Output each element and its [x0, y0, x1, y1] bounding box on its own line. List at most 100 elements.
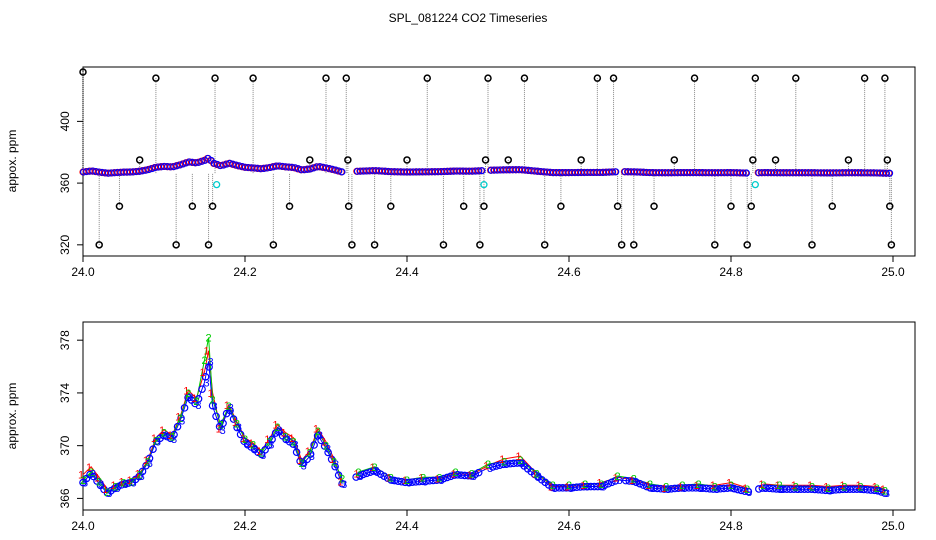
- series-2-marker-label: 2: [858, 482, 864, 494]
- series-3-point: [713, 485, 721, 493]
- series-3-marker-label: 3: [698, 483, 704, 495]
- series-3-point: [667, 484, 676, 493]
- series-3-point: [464, 471, 472, 480]
- series-3-point: [720, 484, 728, 493]
- series-3-marker-label: 3: [260, 450, 266, 462]
- series-3-point: [495, 461, 504, 470]
- series-3-marker-label: 3: [284, 434, 290, 446]
- series-3-marker-label: 3: [811, 484, 817, 496]
- series-3-point: [635, 479, 644, 488]
- series-3-point: [783, 485, 791, 493]
- series-3-point: [422, 477, 430, 485]
- series-3-marker-label: 3: [374, 466, 380, 478]
- outlier-point: [269, 241, 278, 249]
- series-2-marker-label: 2: [226, 401, 232, 413]
- series-3-marker-label: 3: [236, 422, 242, 434]
- cyan-marker-point: [212, 180, 221, 189]
- series-3-point: [607, 478, 616, 487]
- bottom-y-axis-label: approx. ppm: [5, 383, 19, 450]
- outlier-point: [690, 74, 699, 82]
- top-panel-axes: 24.0 24.2 24.4 24.6 24.8 25.0 320 360 400: [58, 111, 905, 279]
- series-3-point: [765, 484, 774, 493]
- series-3-point: [499, 460, 508, 469]
- series-3-point: [271, 429, 280, 437]
- series-3-marker-label: 3: [455, 470, 461, 482]
- series-1-marker-label: 1: [880, 484, 886, 496]
- series-2-marker-label: 2: [841, 482, 847, 494]
- series-1-marker-label: 1: [199, 367, 205, 379]
- series-3-point: [369, 467, 378, 475]
- outlier-point: [881, 74, 889, 82]
- series-3-point: [670, 484, 679, 493]
- series-3-point: [856, 485, 865, 493]
- series-3-point: [429, 476, 437, 485]
- series-3-point: [411, 478, 420, 486]
- outlier-point: [504, 156, 512, 164]
- y-tick-label: 320: [58, 234, 72, 254]
- series-3-point: [488, 463, 497, 471]
- x-tick-label: 24.0: [71, 265, 95, 279]
- top-plot-frame: [82, 66, 916, 257]
- series-3-point: [366, 468, 374, 476]
- series-3-point: [177, 414, 185, 422]
- series-3-marker-label: 3: [268, 439, 274, 451]
- series-2-marker-label: 2: [696, 479, 702, 491]
- x-tick-label: 24.4: [395, 265, 419, 279]
- series-1-marker-label: 1: [297, 455, 303, 467]
- series-2-marker-label: 2: [315, 426, 321, 438]
- series-3-marker-label: 3: [390, 475, 396, 487]
- series-3-point: [821, 486, 830, 495]
- series-3-point: [415, 477, 423, 486]
- series-1-marker-label: 1: [499, 454, 505, 466]
- series-3-point: [786, 485, 795, 493]
- series-3-marker-label: 3: [665, 484, 671, 496]
- outlier-point: [211, 74, 219, 82]
- outlier-point: [249, 74, 257, 82]
- series-3-point: [509, 459, 518, 468]
- bottom-panel-marks: 1231231231231231231231231231231231231231…: [78, 333, 890, 501]
- series-3-marker-label: 3: [82, 478, 88, 490]
- series-3-point: [212, 412, 220, 421]
- series-1-marker-label: 1: [264, 434, 270, 446]
- series-3-point: [688, 484, 697, 492]
- series-3-point: [338, 479, 346, 488]
- series-3-point: [797, 485, 805, 493]
- series-3-marker-label: 3: [155, 437, 161, 449]
- series-1-marker-label: 1: [726, 478, 732, 490]
- outlier-point: [423, 74, 431, 82]
- outlier-point: [743, 241, 751, 249]
- series-3-point: [772, 485, 781, 493]
- series-3-point: [692, 484, 700, 492]
- series-1-marker-label: 1: [94, 472, 100, 484]
- series-1-marker-label: 1: [232, 417, 238, 429]
- series-1-marker-label: 1: [248, 438, 254, 450]
- series-1-marker-label: 1: [613, 472, 619, 484]
- series-3-point: [208, 401, 217, 410]
- outlier-point: [306, 156, 314, 164]
- series-1-marker-label: 1: [823, 482, 829, 494]
- outlier-point: [459, 202, 468, 210]
- series-3-point: [653, 484, 662, 493]
- series-3-point: [839, 485, 847, 494]
- outlier-point: [322, 74, 330, 82]
- series-3-point: [226, 406, 234, 415]
- series-2-marker-label: 2: [825, 483, 831, 495]
- series-3-point: [236, 430, 245, 439]
- chart-title: SPL_081224 CO2 Timeseries: [389, 11, 548, 25]
- series-1-marker-label: 1: [159, 425, 165, 437]
- series-3-marker-label: 3: [212, 401, 218, 413]
- series-3-point: [656, 484, 665, 493]
- series-3-point: [198, 385, 206, 393]
- series-1-marker-label: 1: [191, 393, 197, 405]
- series-2-marker-label: 2: [266, 437, 272, 449]
- top-y-axis-label: appox. ppm: [5, 130, 19, 193]
- series-3-point: [390, 476, 399, 485]
- series-3-point: [558, 484, 567, 492]
- series-3-point: [355, 471, 364, 480]
- series-3-marker-label: 3: [795, 484, 801, 496]
- series-3-point: [835, 485, 844, 494]
- outlier-point: [844, 156, 853, 164]
- series-3-point: [818, 486, 826, 494]
- outlier-point: [617, 241, 626, 249]
- series-2-marker-label: 2: [137, 470, 143, 482]
